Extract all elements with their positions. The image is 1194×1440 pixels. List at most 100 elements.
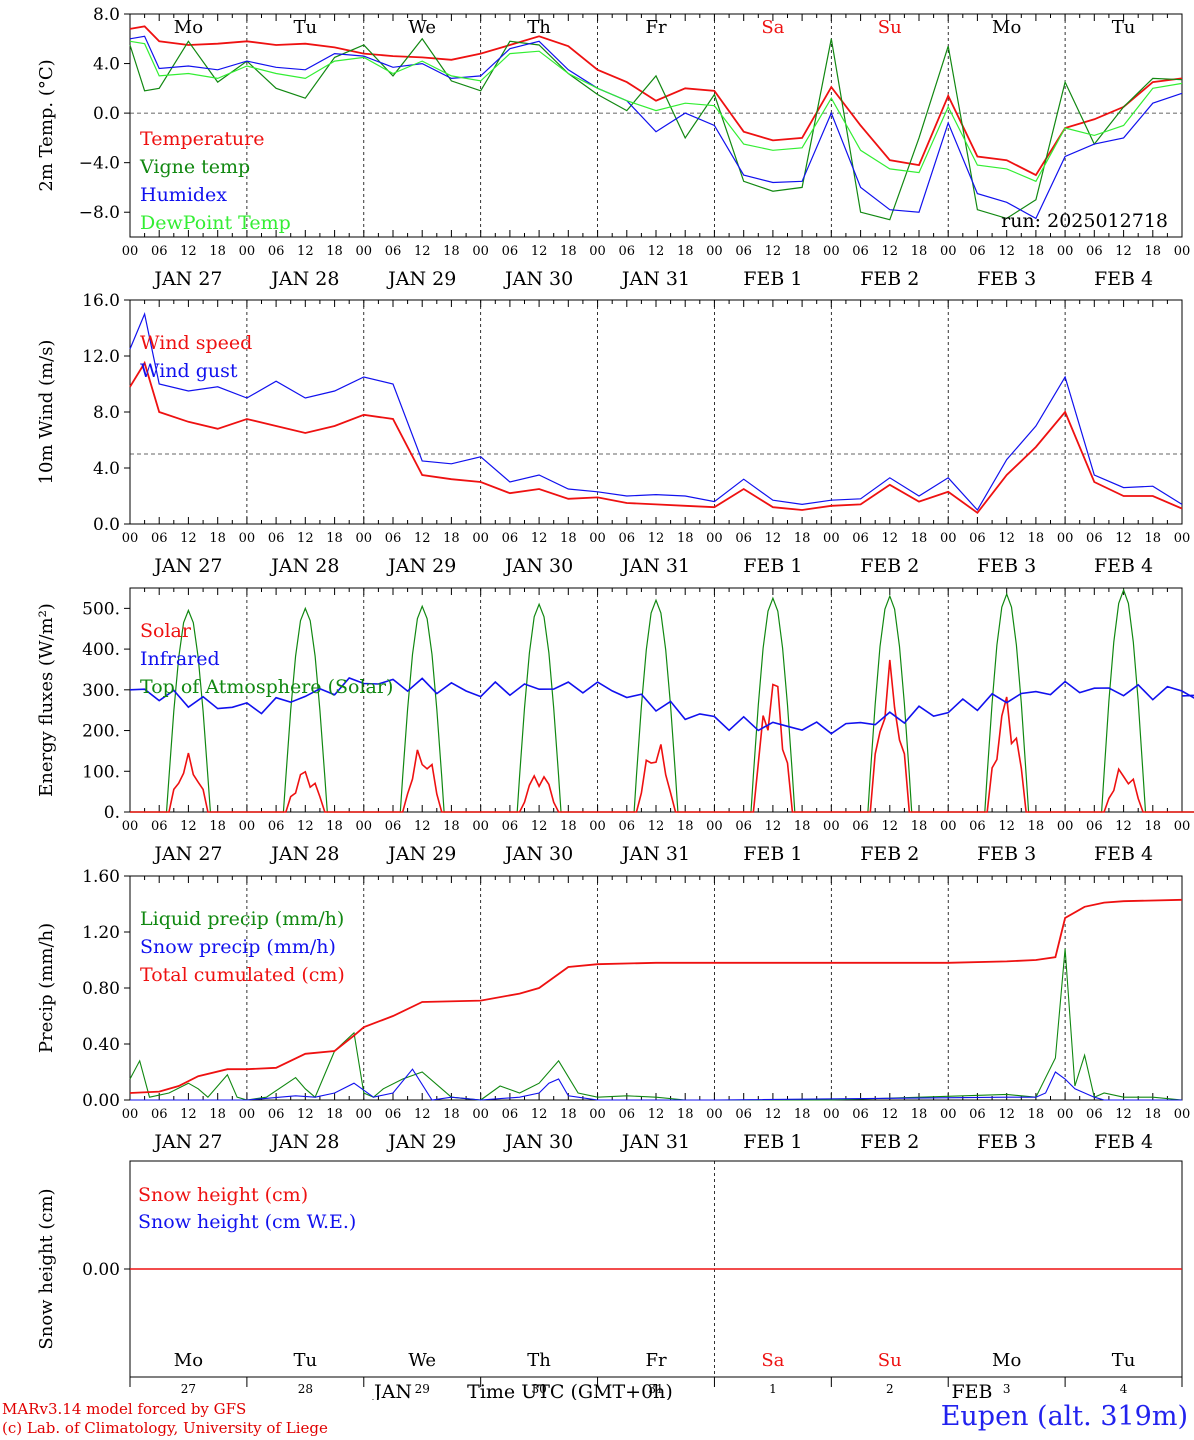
x-day-label: FEB 4: [1094, 268, 1153, 290]
x-day-label: JAN 31: [620, 555, 690, 577]
x-day-label: JAN 30: [503, 843, 573, 865]
x-hour-label: 06: [385, 1107, 402, 1122]
x-day-number: 2: [886, 1382, 894, 1396]
x-hour-label: 18: [326, 819, 343, 834]
weekday-label: Mo: [174, 17, 203, 38]
x-day-label: JAN 29: [386, 1131, 456, 1153]
weekday-label: Su: [878, 17, 902, 38]
legend-entry: Snow height (cm W.E.): [138, 1211, 356, 1233]
x-hour-label: 18: [911, 1107, 928, 1122]
weekday-label: We: [408, 17, 436, 38]
x-hour-label: 18: [677, 531, 694, 546]
x-hour-label: 06: [619, 1107, 636, 1122]
x-hour-label: 12: [297, 819, 314, 834]
series-line: [130, 1068, 1182, 1101]
x-hour-label: 00: [589, 531, 606, 546]
x-hour-label: 18: [794, 1107, 811, 1122]
x-hour-label: 00: [122, 531, 139, 546]
y-tick-label: 0.: [104, 803, 120, 823]
x-hour-label: 18: [443, 819, 460, 834]
y-tick-label: 500.: [82, 599, 120, 619]
x-month-label: FEB: [951, 1381, 992, 1400]
x-hour-label: 06: [969, 819, 986, 834]
x-hour-label: 06: [502, 819, 519, 834]
x-hour-label: 06: [268, 531, 285, 546]
x-day-number: 27: [181, 1382, 196, 1396]
x-hour-label: 12: [765, 1107, 782, 1122]
x-day-label: JAN 29: [386, 268, 456, 290]
y-tick-label: 12.0: [82, 347, 120, 367]
y-tick-label: 1.60: [82, 867, 120, 887]
x-axis-ticks: [129, 300, 1183, 524]
x-hour-label: 12: [531, 1107, 548, 1122]
x-hour-label: 18: [209, 531, 226, 546]
x-hour-label: 00: [239, 531, 256, 546]
y-tick-label: 0.00: [82, 1260, 120, 1280]
x-hour-label: 00: [356, 819, 373, 834]
weekday-label: Tu: [1112, 17, 1136, 38]
series-line: [130, 588, 1194, 813]
run-label: run: 2025012718: [1001, 210, 1168, 232]
x-day-number: 31: [648, 1382, 663, 1396]
y-tick-label: 4.0: [93, 55, 120, 75]
x-hour-label: 06: [1086, 531, 1103, 546]
x-hour-label: 12: [998, 244, 1015, 259]
legend-entry: Wind gust: [140, 360, 238, 382]
x-hour-label: 00: [122, 1107, 139, 1122]
x-hour-label: 12: [998, 819, 1015, 834]
x-hour-label: 18: [326, 244, 343, 259]
x-day-number: 1: [769, 1382, 777, 1396]
x-hour-label: 12: [882, 531, 899, 546]
x-day-number: 28: [298, 1382, 313, 1396]
y-tick-label: −8.0: [79, 203, 120, 223]
y-axis-label: Energy fluxes (W/m²): [36, 603, 57, 797]
panel-frame: [129, 587, 1183, 813]
x-hour-label: 18: [1145, 1107, 1162, 1122]
x-hour-label: 00: [239, 244, 256, 259]
x-hour-label: 06: [1086, 1107, 1103, 1122]
x-hour-label: 12: [180, 1107, 197, 1122]
x-hour-label: 12: [998, 1107, 1015, 1122]
x-hour-label: 06: [969, 1107, 986, 1122]
weekday-label: Sa: [761, 17, 784, 38]
y-tick-label: 0.00: [82, 1091, 120, 1111]
x-hour-label: 18: [560, 819, 577, 834]
x-day-label: JAN 31: [620, 1131, 690, 1153]
weekday-label: Mo: [174, 1350, 203, 1371]
x-day-label: FEB 2: [860, 843, 919, 865]
y-tick-label: 16.0: [82, 291, 120, 311]
y-tick-label: −4.0: [79, 154, 120, 174]
x-hour-label: 06: [151, 819, 168, 834]
credit-line-1: MARv3.14 model forced by GFS: [2, 1400, 247, 1418]
x-hour-label: 06: [385, 244, 402, 259]
x-hour-label: 00: [1057, 244, 1074, 259]
x-day-label: JAN 31: [620, 843, 690, 865]
x-hour-label: 12: [648, 244, 665, 259]
x-day-label: JAN 30: [503, 268, 573, 290]
x-hour-label: 18: [560, 1107, 577, 1122]
series-line: [130, 659, 1194, 813]
series-line: [129, 37, 1183, 221]
x-day-number: 29: [415, 1382, 430, 1396]
x-hour-label: 00: [823, 531, 840, 546]
x-hour-label: 06: [852, 1107, 869, 1122]
y-tick-label: 1.20: [82, 923, 120, 943]
x-hour-label: 00: [356, 1107, 373, 1122]
x-day-label: FEB 3: [977, 843, 1036, 865]
series-line: [129, 948, 1183, 1101]
x-hour-label: 06: [735, 531, 752, 546]
x-hour-label: 00: [940, 819, 957, 834]
x-hour-label: 00: [940, 1107, 957, 1122]
x-day-label: JAN 29: [386, 843, 456, 865]
y-tick-label: 100.: [82, 762, 120, 782]
x-hour-label: 00: [239, 819, 256, 834]
x-hour-label: 12: [180, 244, 197, 259]
credit-line-2: (c) Lab. of Climatology, University of L…: [2, 1419, 328, 1437]
x-hour-label: 06: [735, 244, 752, 259]
x-day-label: FEB 2: [860, 555, 919, 577]
x-day-label: FEB 1: [743, 843, 802, 865]
weekday-label: Th: [527, 1350, 551, 1371]
x-day-label: FEB 4: [1094, 555, 1153, 577]
y-tick-label: 300.: [82, 681, 120, 701]
